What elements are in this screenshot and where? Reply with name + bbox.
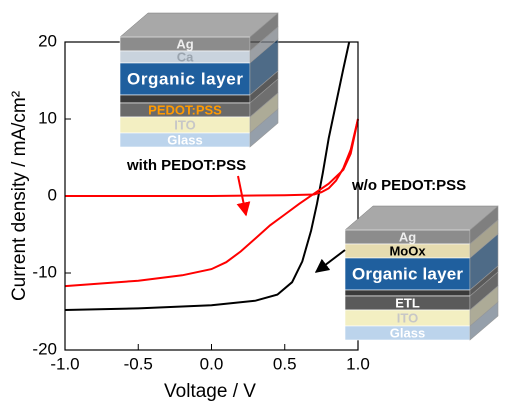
data-line: [64, 41, 351, 311]
y-tick-label: 0: [48, 185, 57, 204]
layer-label: Ag: [176, 36, 193, 51]
annotation-arrow: [236, 175, 251, 217]
layer-label: ITO: [397, 310, 418, 325]
y-tick-label: 10: [38, 108, 57, 127]
layer-label: Organic layer: [127, 69, 243, 88]
layer-label: PEDOT:PSS: [148, 102, 222, 117]
layer-label: Ca: [177, 49, 194, 64]
x-tick-label: 0.5: [273, 354, 297, 373]
annotation: with PEDOT:PSS: [126, 157, 246, 174]
layer-label: ITO: [174, 117, 195, 132]
layer: [344, 257, 471, 291]
layer-label: Ag: [399, 229, 416, 244]
layer-side: [469, 301, 499, 341]
layer: [119, 62, 251, 96]
data-line: [65, 118, 359, 197]
x-tick-label: 1.0: [346, 354, 370, 373]
y-tick-label: -10: [32, 262, 57, 281]
layer-label: Organic layer: [352, 264, 463, 283]
data-line: [64, 118, 359, 288]
x-tick-label: -1.0: [50, 354, 79, 373]
y-axis-label: Current density / mA/cm²: [9, 91, 30, 301]
layer-label: ETL: [395, 295, 420, 310]
y-tick-label: 20: [38, 31, 57, 50]
layer-label: MoOx: [389, 243, 426, 258]
x-tick-label: -0.5: [124, 354, 153, 373]
layer-side: [249, 108, 279, 148]
y-tick-label: -20: [32, 339, 57, 358]
x-tick-label: 0.0: [200, 354, 224, 373]
layer-label: Glass: [167, 132, 202, 147]
annotation: w/o PEDOT:PSS: [351, 177, 466, 194]
layer-label: Glass: [390, 325, 425, 340]
annotation-arrow: [314, 249, 346, 273]
x-axis-label: Voltage / V: [164, 381, 256, 402]
